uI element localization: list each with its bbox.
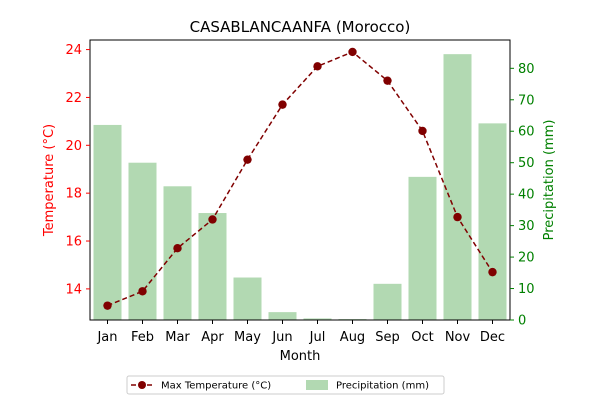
precip-bar-may: [233, 277, 262, 320]
y-right-tick-label-80: 80: [518, 62, 535, 77]
x-axis-label: Month: [280, 349, 321, 364]
x-tick-label-nov: Nov: [445, 330, 471, 345]
temperature-point-jul: [313, 62, 322, 71]
precip-bar-jan: [93, 124, 122, 320]
temperature-point-apr: [208, 215, 217, 224]
precip-bar-mar: [163, 186, 192, 320]
y-left-axis-label: Temperature (°C): [42, 124, 57, 237]
temperature-point-oct: [418, 126, 427, 136]
y-left-tick-label-14: 14: [65, 282, 82, 297]
x-tick-label-oct: Oct: [411, 330, 433, 345]
y-left-tick-label-16: 16: [65, 235, 82, 250]
temperature-point-jun: [278, 100, 287, 109]
temperature-point-may: [243, 155, 252, 164]
legend-bar-swatch: [306, 380, 328, 390]
x-tick-label-jul: Jul: [309, 330, 326, 345]
y-left-tick-label-18: 18: [65, 187, 82, 202]
temperature-point-dec: [488, 267, 497, 277]
x-tick-label-jun: Jun: [271, 330, 292, 345]
precip-bar-feb: [128, 162, 157, 320]
temperature-point-sep: [383, 76, 392, 85]
y-right-tick-label-60: 60: [518, 125, 535, 140]
temperature-line: [107, 51, 494, 307]
y-right-tick-label-70: 70: [518, 93, 535, 108]
y-left-tick-label-22: 22: [65, 91, 82, 106]
y-left-tick-label-24: 24: [65, 43, 82, 58]
plot-frame: [89, 39, 511, 321]
x-tick-label-apr: Apr: [201, 330, 224, 345]
legend-label-precipitation: Precipitation (mm): [336, 381, 429, 392]
temperature-point-jan: [103, 301, 112, 310]
legend-line-marker: [138, 381, 146, 389]
y-right-axis-label: Precipitation (mm): [542, 120, 557, 241]
precip-bar-jun: [268, 312, 297, 320]
y-right-tick-label-0: 0: [518, 314, 526, 329]
y-right-tick-label-20: 20: [518, 251, 535, 266]
x-tick-label-feb: Feb: [131, 330, 154, 345]
y-right-tick-label-30: 30: [518, 219, 535, 234]
precip-bar-oct: [408, 176, 437, 320]
legend-label-temperature: Max Temperature (°C): [161, 381, 271, 392]
y-right-tick-label-40: 40: [518, 188, 535, 203]
x-tick-label-aug: Aug: [340, 330, 365, 345]
temperature-point-nov: [453, 212, 462, 222]
x-tick-label-sep: Sep: [375, 330, 400, 345]
precip-bar-dec: [478, 123, 507, 320]
temperature-point-aug: [348, 47, 357, 57]
precip-bar-sep: [373, 283, 402, 320]
x-tick-label-may: May: [234, 330, 261, 345]
legend-frame: [126, 375, 445, 395]
chart-title: CASABLANCAANFA (Morocco): [190, 18, 411, 36]
x-tick-label-dec: Dec: [480, 330, 505, 345]
x-tick-label-mar: Mar: [165, 330, 190, 345]
precip-bar-nov: [443, 54, 472, 321]
legend: Max Temperature (°C) Precipitation (mm): [126, 375, 445, 395]
y-left-tick-label-20: 20: [65, 139, 82, 154]
precip-bar-apr: [198, 213, 227, 320]
y-right-tick-label-50: 50: [518, 156, 535, 171]
y-right-tick-label-10: 10: [518, 282, 535, 297]
x-tick-label-jan: Jan: [96, 330, 117, 345]
precip-bar-jul: [303, 318, 332, 320]
temperature-point-feb: [138, 287, 147, 296]
temperature-point-mar: [173, 244, 182, 253]
